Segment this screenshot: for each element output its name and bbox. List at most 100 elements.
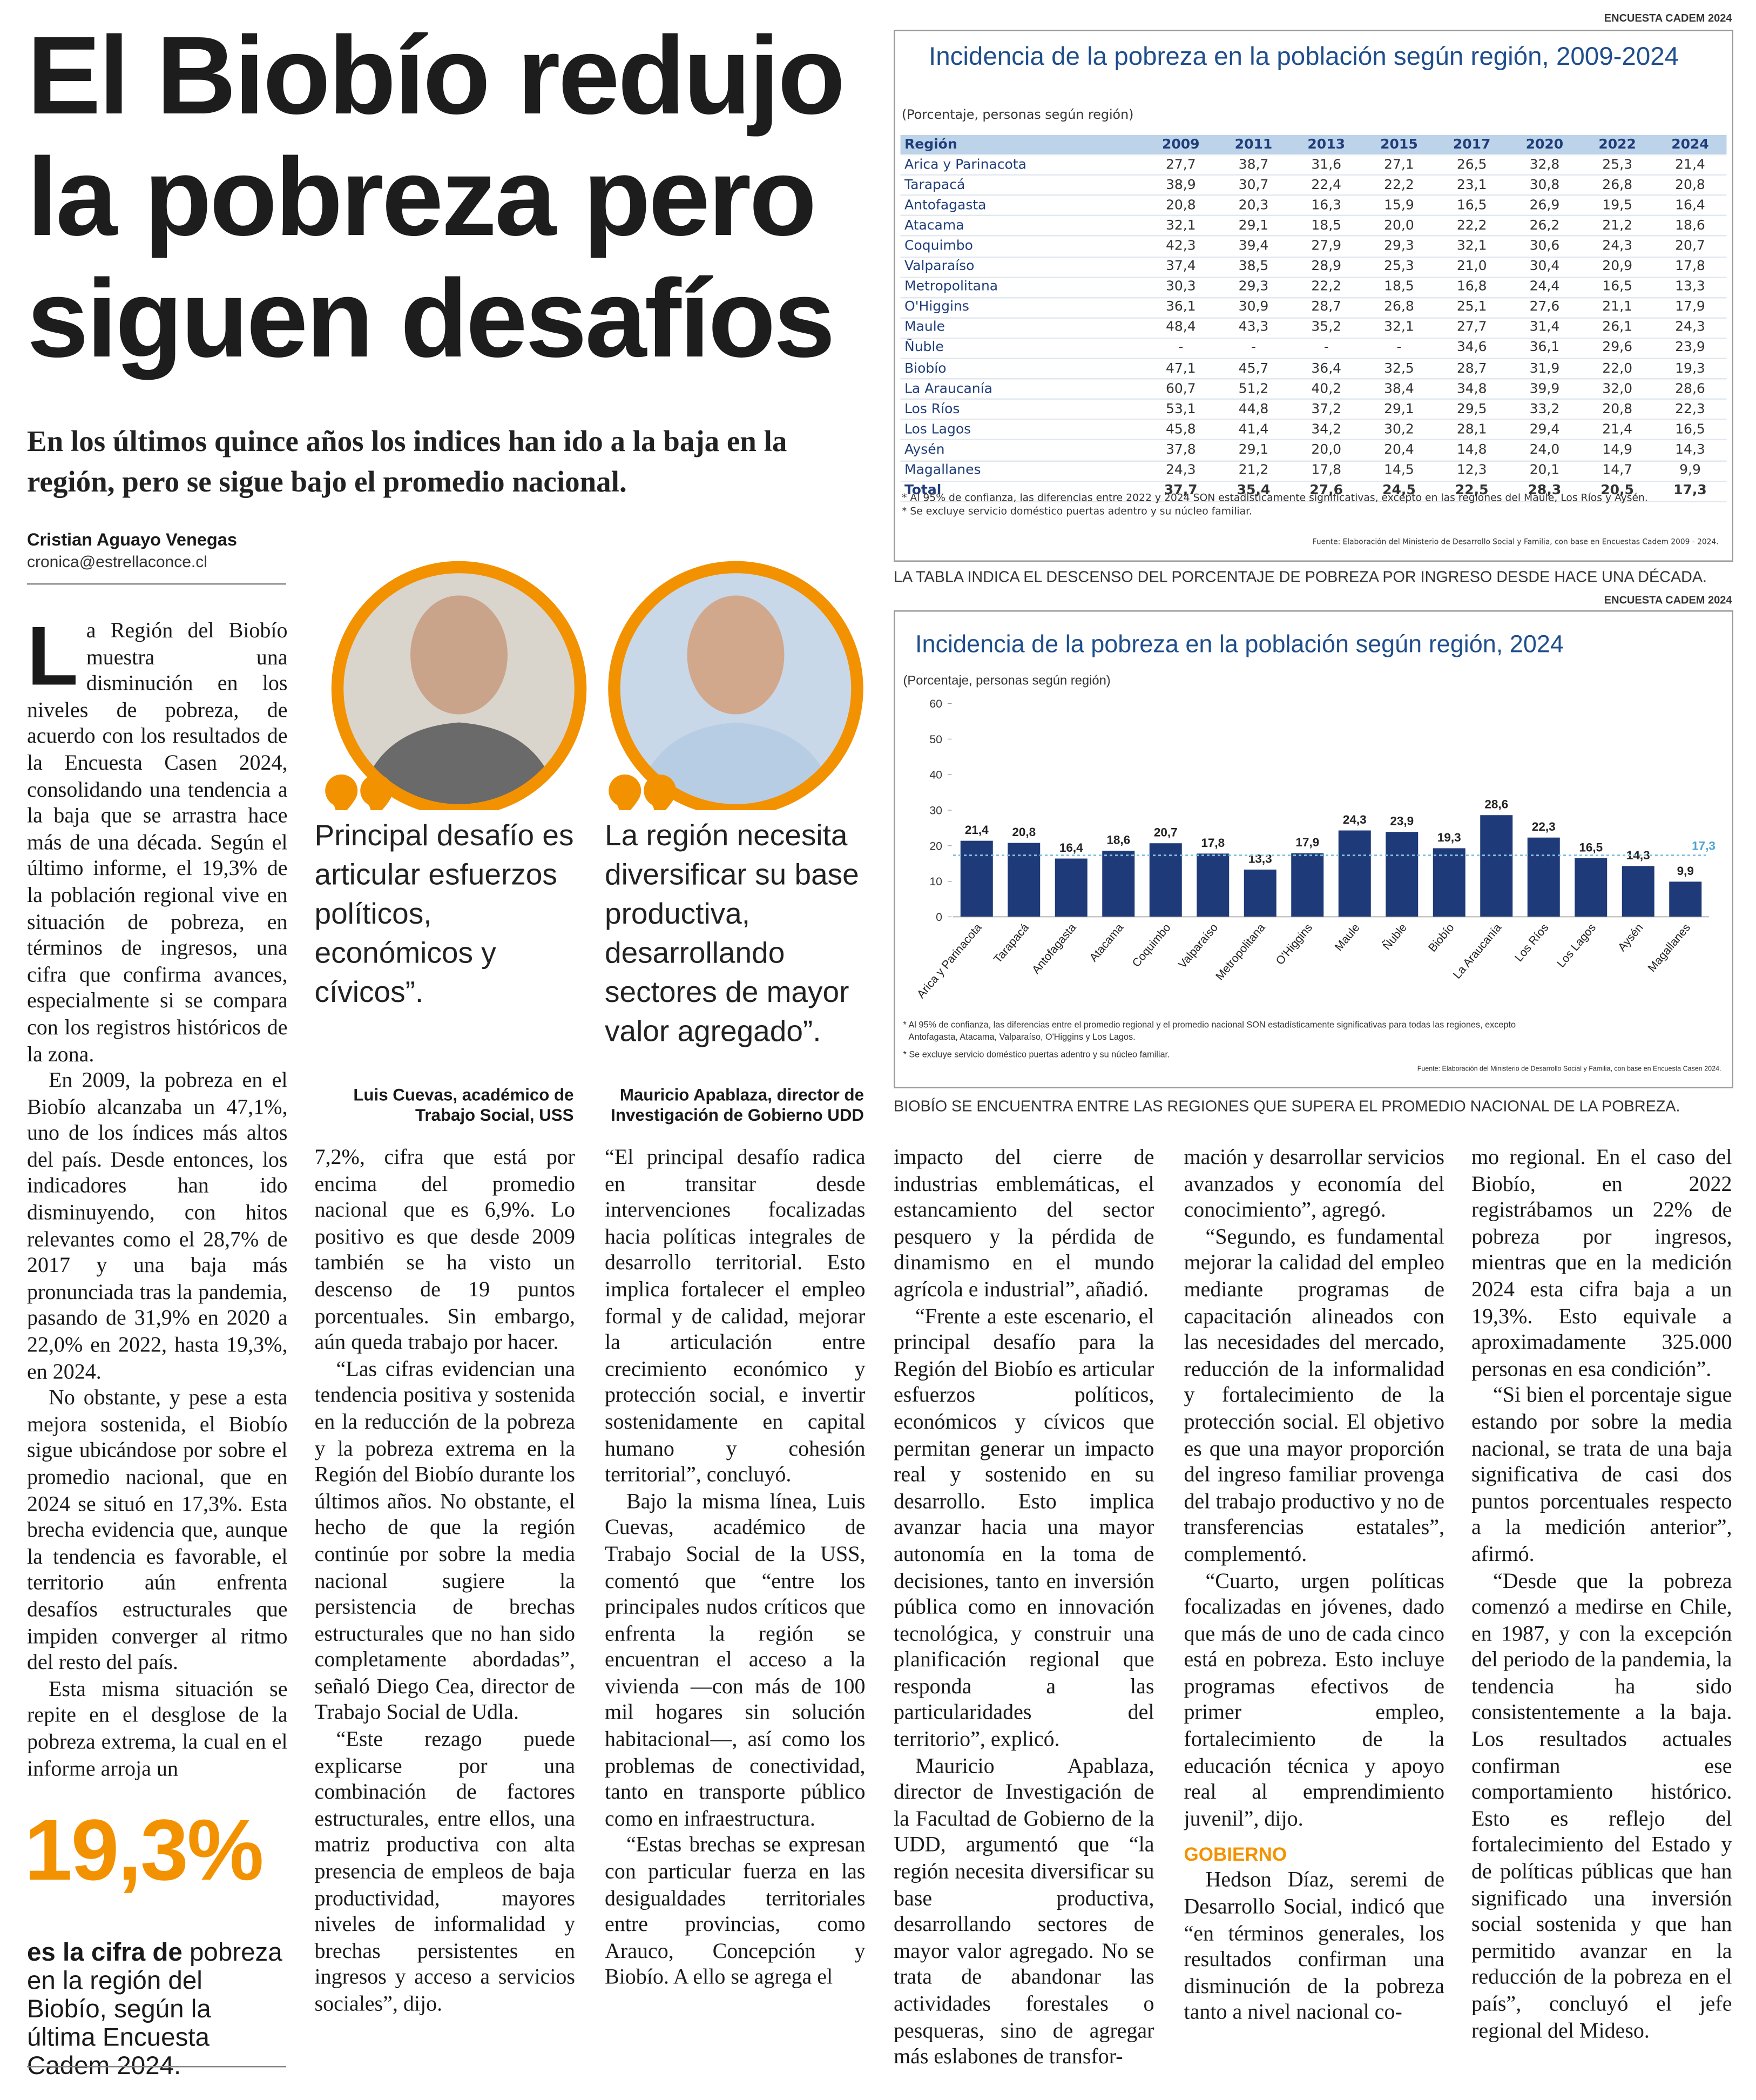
y-tick-label: 0 [936,911,942,924]
table-cell: 20,8 [1144,195,1218,217]
table-cell: 30,7 [1217,175,1290,197]
table-cell: 9,9 [1653,460,1727,482]
value-label: 19,3 [1437,831,1461,844]
subheading: GOBIERNO [1184,1843,1287,1866]
value-label: 17,9 [1295,836,1319,849]
y-tick-label: 20 [929,839,942,852]
x-tick-label: Atacama [1087,921,1126,964]
table-row: O'Higgins 36,1 30,9 28,7 26,8 25,1 27,6 21,1 17,… [900,297,1727,319]
table-cell: - [1217,338,1290,360]
paragraph: Mauricio Apablaza, director de Investiga… [894,1755,1154,2069]
bar [1669,881,1702,917]
table-cell: 30,9 [1217,297,1290,319]
table-cell: 37,2 [1289,399,1363,421]
paragraph: “Si bien el porcentaje sigue estando por… [1471,1384,1732,1566]
table-cell: 21,0 [1435,257,1509,278]
table-cell: 18,5 [1289,216,1363,237]
paragraph: 7,2%, cifra que está por encima del prom… [314,1146,576,1355]
table-cell: 16,5 [1435,195,1509,217]
table-cell: Los Lagos [900,420,1145,441]
table-caption: LA TABLA INDICA EL DESCENSO DEL PORCENTA… [894,570,1707,586]
table-note: * Al 95% de confianza, las diferencias e… [902,492,1648,504]
table-cell: 20,7 [1653,236,1727,258]
x-tick-label: Ñuble [1380,921,1409,953]
table-cell: 20,5 [1581,480,1654,502]
bar [1338,830,1371,917]
table-cell: 28,3 [1508,480,1581,502]
x-tick-label: Antofagasta [1029,921,1078,976]
table-cell: 21,1 [1581,297,1654,319]
table-notes: * Al 95% de confianza, las diferencias e… [902,492,1719,519]
table-cell: 14,7 [1581,460,1654,482]
x-tick-label: Metropolitana [1213,921,1267,982]
value-label: 9,9 [1677,864,1694,878]
table-cell: 28,9 [1289,257,1363,278]
table-row: Coquimbo 42,3 39,4 27,9 29,3 32,1 30,6 24,3 20,7 [900,236,1727,258]
table-cell: 22,5 [1435,480,1509,502]
table-cell: 29,1 [1217,440,1290,461]
paragraph: “Las cifras evidencian una tendencia pos… [314,1358,576,1725]
table-cell: 26,9 [1508,195,1581,217]
table-cell: 12,3 [1435,460,1509,482]
table-row: Biobío 47,1 45,7 36,4 32,5 28,7 31,9 22,0 19,3 [900,358,1727,380]
value-label: 18,6 [1106,833,1130,847]
paragraph: “Cuarto, urgen políticas focalizadas en … [1184,1570,1445,1831]
table-row: Atacama 32,1 29,1 18,5 20,0 22,2 26,2 21,2 18,6 [900,216,1727,237]
table-cell: 17,9 [1653,297,1727,319]
table-total-row: Total 37,7 35,4 27,6 24,5 22,5 28,3 20,5 17,3 [900,480,1727,502]
table-cell: Los Ríos [900,399,1145,421]
table-cell: 32,8 [1508,154,1581,176]
table-row: Metropolitana 30,3 29,3 22,2 18,5 16,8 24,4 16,… [900,277,1727,298]
portrait [617,570,855,807]
paragraph: La Región del Biobío muestra una disminu… [27,618,288,1066]
table-row: Magallanes 24,3 21,2 17,8 14,5 12,3 20,1 14,7 9,… [900,460,1727,482]
y-tick-label: 40 [929,769,942,782]
table-cell: 14,8 [1435,440,1509,461]
table-cell: 17,8 [1289,460,1363,482]
value-label: 13,3 [1248,852,1272,865]
table-cell: 35,2 [1289,318,1363,339]
pull-quote: Principal desafío es articular esfuerzos… [314,818,574,1009]
headline-line: El Biobío redujo [27,15,845,138]
rule [27,583,286,585]
table-cell: 30,8 [1508,175,1581,197]
table-cell: 27,1 [1362,154,1436,176]
chart-source: Fuente: Elaboración del Ministerio de De… [1417,1065,1721,1073]
chart-title: Incidencia de la pobreza en la población… [915,630,1564,658]
value-label: 20,7 [1154,826,1178,839]
pull-quote: La región necesita diversificar su base … [605,818,859,1048]
table-cell: 24,3 [1144,460,1218,482]
chart-note: * Se excluye servicio doméstico puertas … [903,1050,1170,1060]
table-cell: - [1362,338,1436,360]
table-cell: 35,4 [1217,480,1290,502]
x-tick-label: Aysén [1615,921,1645,953]
table-cell: 31,4 [1508,318,1581,339]
table-cell: 32,1 [1435,236,1509,258]
bar [960,840,993,917]
table-cell: 16,5 [1653,420,1727,441]
table-cell: - [1289,338,1363,360]
table-cell: Total [900,480,1145,502]
table-cell: 14,3 [1653,440,1727,461]
table-cell: 30,6 [1508,236,1581,258]
paragraph: mo regional. En el caso del Biobío, en 2… [1471,1146,1732,1381]
table-cell: 38,7 [1217,154,1290,176]
quote-attribution: Mauricio Apablaza, director de Investiga… [611,1086,864,1125]
section-label: ENCUESTA CADEM 2024 [1604,594,1732,607]
table-cell: 30,2 [1362,420,1436,441]
table-row: La Araucanía 60,7 51,2 40,2 38,4 34,8 39,9 32,0… [900,379,1727,400]
table-cell: 60,7 [1144,379,1218,400]
table-row: Antofagasta 20,8 20,3 16,3 15,9 16,5 26,9 19,5 1… [900,195,1727,217]
table-cell: 30,3 [1144,277,1218,298]
table-cell: 14,5 [1362,460,1436,482]
table-cell: 27,6 [1289,480,1363,502]
table-cell: 45,7 [1217,358,1290,380]
table-cell: 21,4 [1581,420,1654,441]
table-cell: 29,3 [1217,277,1290,298]
table-cell: 22,0 [1581,358,1654,380]
table-cell: 15,9 [1362,195,1436,217]
table-cell: 28,6 [1653,379,1727,400]
table-cell: 22,2 [1362,175,1436,197]
table-header-cell: 2011 [1217,135,1290,156]
bar [1197,853,1230,917]
